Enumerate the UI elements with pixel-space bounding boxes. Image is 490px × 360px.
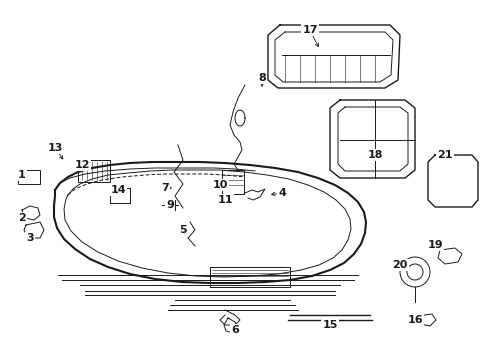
Bar xyxy=(18,170,40,184)
Text: 17: 17 xyxy=(302,25,318,35)
Text: 14: 14 xyxy=(110,185,126,195)
Bar xyxy=(210,267,290,287)
Text: 15: 15 xyxy=(322,320,338,330)
Text: 1: 1 xyxy=(18,170,26,180)
Text: 4: 4 xyxy=(278,188,286,198)
Text: 2: 2 xyxy=(18,213,26,223)
Text: 10: 10 xyxy=(212,180,228,190)
Bar xyxy=(78,160,110,182)
Text: 3: 3 xyxy=(26,233,34,243)
Text: 12: 12 xyxy=(74,160,90,170)
Text: 13: 13 xyxy=(48,143,63,153)
Text: 21: 21 xyxy=(437,150,453,160)
Text: 5: 5 xyxy=(179,225,187,235)
Text: 16: 16 xyxy=(407,315,423,325)
Text: 7: 7 xyxy=(161,183,169,193)
Text: 6: 6 xyxy=(231,325,239,335)
Text: 18: 18 xyxy=(367,150,383,160)
Bar xyxy=(110,188,130,203)
Text: 9: 9 xyxy=(166,200,174,210)
Text: 8: 8 xyxy=(258,73,266,83)
Text: 19: 19 xyxy=(427,240,443,250)
Text: 11: 11 xyxy=(217,195,233,205)
Bar xyxy=(222,170,244,194)
Text: 20: 20 xyxy=(392,260,408,270)
